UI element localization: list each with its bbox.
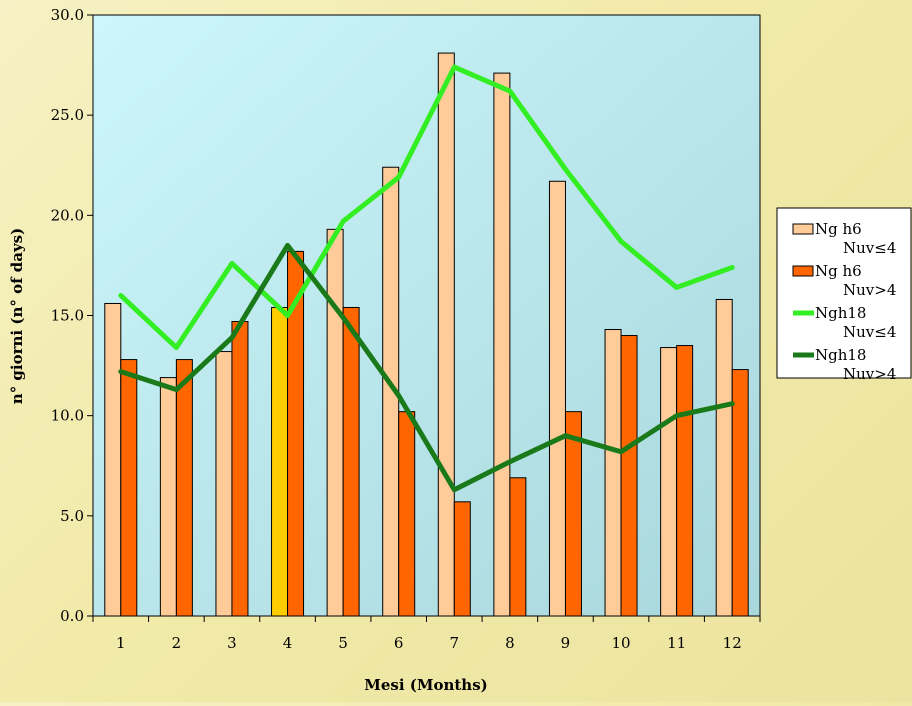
y-tick-label: 20.0 [51, 206, 84, 224]
legend-swatch-bar [792, 223, 814, 235]
bar-series2-month-12 [731, 369, 749, 617]
x-tick-label: 6 [394, 634, 404, 652]
axes-layer: 0.05.010.015.020.025.030.01 2 3 4 5 6 7 8 9 10 11 1… [51, 6, 761, 652]
x-axis-title: Mesi (Months) [364, 676, 488, 694]
bar-series1-month-2 [159, 377, 177, 617]
x-tick-label: 4 [283, 634, 293, 652]
x-tick-label: 7 [450, 634, 460, 652]
bar-series1-month-1 [104, 302, 122, 617]
bar-series1-month-5 [326, 228, 344, 617]
legend-label: Ng h6 Nuv≤4 [815, 220, 896, 257]
bar-series1-month-11 [660, 347, 678, 617]
lines-layer [118, 64, 735, 493]
bar-series1-month-3 [215, 351, 233, 617]
bar-series2-month-9 [564, 411, 582, 617]
bar-series1-month-4 [271, 306, 289, 617]
legend: Ng h6 Nuv≤4 Ng h6 Nuv>4 Ngh18 Nuv≤4 Ngh18 Nuv>4 [776, 207, 912, 383]
bar-series2-month-7 [453, 501, 471, 617]
legend-label: Ngh18 Nuv>4 [815, 346, 896, 383]
legend-item-series2: Ng h6 Nuv>4 [792, 262, 896, 299]
x-tick-label: 10 [611, 634, 630, 652]
bar-series2-month-3 [231, 321, 249, 617]
bar-series2-month-10 [620, 335, 638, 617]
bar-series2-month-5 [342, 306, 360, 617]
legend-swatch-bar [792, 265, 814, 277]
line-series4 [118, 242, 735, 493]
bar-series1-month-8 [493, 72, 511, 617]
legend-item-series3: Ngh18 Nuv≤4 [793, 304, 896, 341]
legend-label: Ng h6 Nuv>4 [815, 262, 896, 299]
y-tick-label: 10.0 [51, 407, 84, 425]
bar-series1-month-10 [604, 329, 622, 617]
bar-series1-month-7 [437, 52, 455, 617]
y-tick-label: 15.0 [51, 307, 84, 325]
x-tick-label: 11 [667, 634, 686, 652]
legend-item-series4: Ngh18 Nuv>4 [793, 346, 896, 383]
bar-series1-month-12 [715, 298, 733, 617]
x-tick-label: 2 [172, 634, 182, 652]
y-tick-label: 30.0 [51, 6, 84, 24]
bar-series2-month-2 [175, 359, 193, 617]
bar-series2-month-6 [398, 411, 416, 617]
bar-series2-month-11 [676, 345, 694, 617]
legend-label: Ngh18 Nuv≤4 [815, 304, 896, 341]
y-tick-label: 5.0 [60, 507, 84, 525]
x-tick-label: 5 [338, 634, 348, 652]
bar-series2-month-4 [287, 250, 305, 617]
legend-item-series1: Ng h6 Nuv≤4 [792, 220, 896, 257]
x-tick-label: 1 [116, 634, 126, 652]
line-series3 [118, 64, 735, 351]
x-tick-label: 12 [723, 634, 742, 652]
y-tick-label: 0.0 [60, 607, 84, 625]
y-tick-label: 25.0 [51, 106, 84, 124]
plot-area [92, 14, 761, 617]
legend-box [776, 207, 912, 379]
x-tick-label: 9 [561, 634, 571, 652]
x-tick-label: 3 [227, 634, 237, 652]
bar-series2-month-8 [509, 477, 527, 617]
bars-layer [104, 52, 749, 617]
bar-series1-month-9 [548, 180, 566, 617]
y-axis-title: n° giorni (n° of days) [8, 228, 26, 404]
x-tick-label: 8 [505, 634, 515, 652]
bar-series2-month-1 [120, 359, 138, 617]
